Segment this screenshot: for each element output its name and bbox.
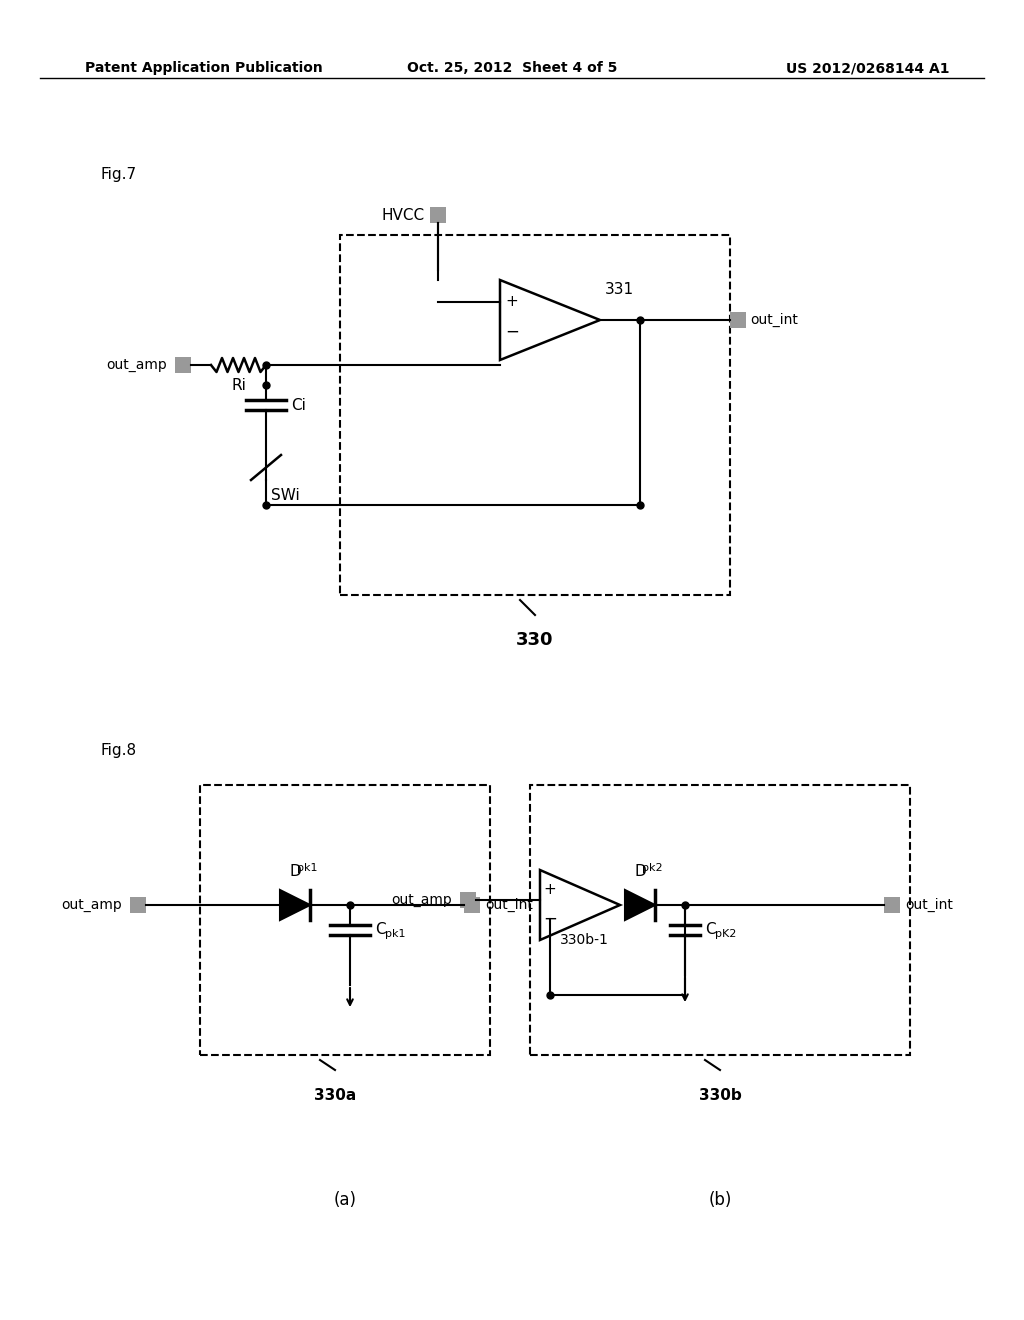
- Text: C: C: [705, 923, 716, 937]
- Text: 330a: 330a: [314, 1088, 356, 1102]
- Text: out_amp: out_amp: [391, 894, 452, 907]
- Bar: [130, 898, 146, 913]
- Text: out_int: out_int: [750, 313, 798, 327]
- Text: US 2012/0268144 A1: US 2012/0268144 A1: [786, 61, 950, 75]
- Text: C: C: [375, 923, 386, 937]
- Bar: [200, 785, 490, 1055]
- Bar: [340, 235, 730, 595]
- Text: Patent Application Publication: Patent Application Publication: [85, 61, 323, 75]
- Bar: [430, 207, 446, 223]
- Text: D: D: [289, 865, 301, 879]
- Text: (b): (b): [709, 1191, 732, 1209]
- Text: Fig.8: Fig.8: [100, 742, 136, 758]
- Text: 330: 330: [516, 631, 554, 649]
- Text: SWi: SWi: [271, 487, 300, 503]
- Bar: [530, 785, 910, 1055]
- Text: (a): (a): [334, 1191, 356, 1209]
- Text: D: D: [634, 865, 646, 879]
- Text: pk2: pk2: [642, 863, 663, 873]
- Text: +: +: [506, 294, 518, 309]
- Text: −: −: [505, 323, 519, 341]
- Text: out_amp: out_amp: [106, 358, 167, 372]
- Bar: [175, 356, 191, 374]
- Text: out_int: out_int: [905, 898, 953, 912]
- Text: pk1: pk1: [385, 929, 406, 939]
- Bar: [460, 892, 476, 908]
- Text: +: +: [544, 882, 556, 896]
- Text: Ci: Ci: [291, 397, 306, 412]
- Text: 331: 331: [605, 282, 634, 297]
- Polygon shape: [625, 890, 655, 920]
- Text: out_int: out_int: [485, 898, 532, 912]
- Polygon shape: [280, 890, 310, 920]
- Text: out_amp: out_amp: [61, 898, 122, 912]
- Text: Ri: Ri: [231, 378, 246, 392]
- Bar: [730, 312, 746, 327]
- Text: −: −: [543, 909, 557, 928]
- Text: 330b: 330b: [698, 1088, 741, 1102]
- Text: pk1: pk1: [297, 863, 317, 873]
- Text: pK2: pK2: [715, 929, 736, 939]
- Text: 330b-1: 330b-1: [560, 933, 609, 946]
- Text: Fig.7: Fig.7: [100, 168, 136, 182]
- Bar: [464, 898, 480, 913]
- Bar: [884, 898, 900, 913]
- Text: HVCC: HVCC: [382, 207, 425, 223]
- Text: Oct. 25, 2012  Sheet 4 of 5: Oct. 25, 2012 Sheet 4 of 5: [407, 61, 617, 75]
